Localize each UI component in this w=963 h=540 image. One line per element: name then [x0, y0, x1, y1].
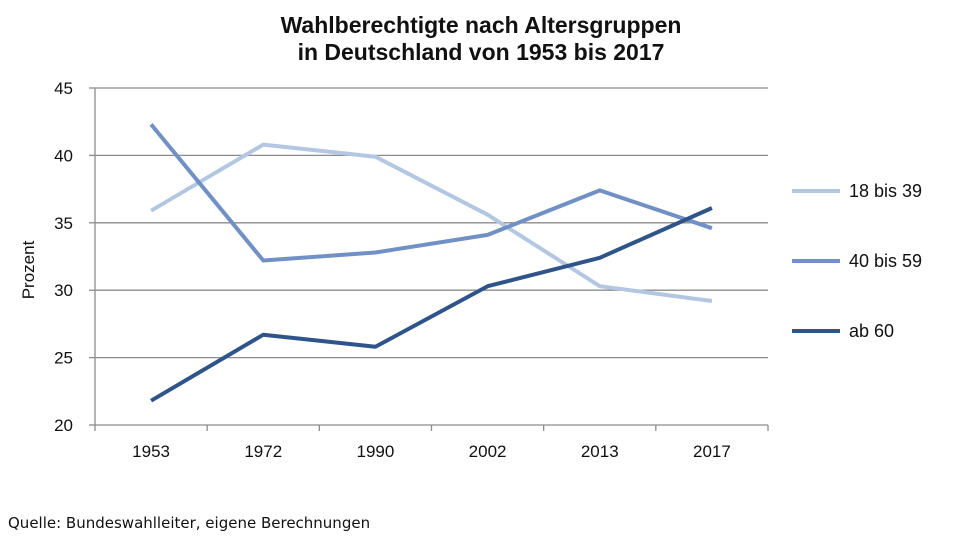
- legend-label: 18 bis 39: [849, 181, 922, 201]
- y-tick-label: 40: [54, 146, 73, 165]
- y-tick-label: 20: [54, 416, 73, 435]
- legend-label: 40 bis 59: [849, 251, 922, 271]
- source-note: Quelle: Bundeswahlleiter, eigene Berechn…: [8, 514, 371, 532]
- series-line-0: [150, 142, 713, 303]
- series-lines: [149, 123, 713, 403]
- legend-label: ab 60: [849, 321, 894, 341]
- y-tick-label: 35: [54, 214, 73, 233]
- chart-title-line: Wahlberechtigte nach Altersgruppen: [281, 12, 682, 38]
- gridlines: [89, 87, 768, 426]
- x-tick-label: 2013: [581, 442, 619, 461]
- x-tick-labels: 1953 1972 1990 2002 2013 2017: [132, 442, 731, 461]
- y-tick-label: 30: [54, 281, 73, 300]
- legend: 18 bis 39 40 bis 59 ab 60: [792, 181, 922, 341]
- y-axis-label: Prozent: [19, 240, 38, 299]
- x-tick-label: 2017: [693, 442, 731, 461]
- series-line-2: [150, 206, 713, 403]
- x-tick-label: 1953: [132, 442, 170, 461]
- x-tick-label: 1972: [244, 442, 282, 461]
- y-tick-label: 25: [54, 349, 73, 368]
- y-tick-labels: 20 25 30 35 40 45: [54, 79, 73, 435]
- x-tick-label: 1990: [357, 442, 395, 461]
- y-tick-label: 45: [54, 79, 73, 98]
- x-tick-label: 2002: [469, 442, 507, 461]
- axes: [94, 88, 769, 431]
- series-line-1: [149, 123, 713, 263]
- chart-title-line: in Deutschland von 1953 bis 2017: [298, 39, 665, 65]
